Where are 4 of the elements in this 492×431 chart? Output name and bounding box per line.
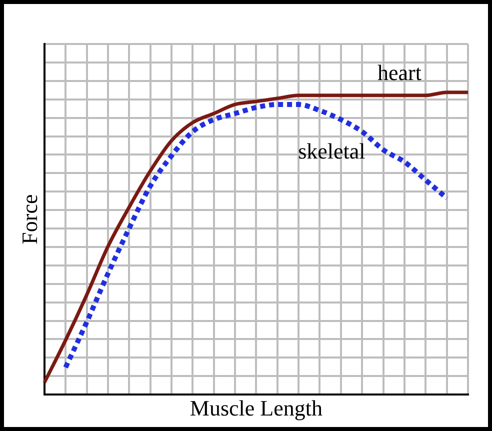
series-label: skeletal [298, 138, 366, 164]
series-label: heart [377, 60, 422, 86]
x-axis-title: Muscle Length [190, 396, 322, 421]
y-axis-title: Force [16, 194, 42, 244]
